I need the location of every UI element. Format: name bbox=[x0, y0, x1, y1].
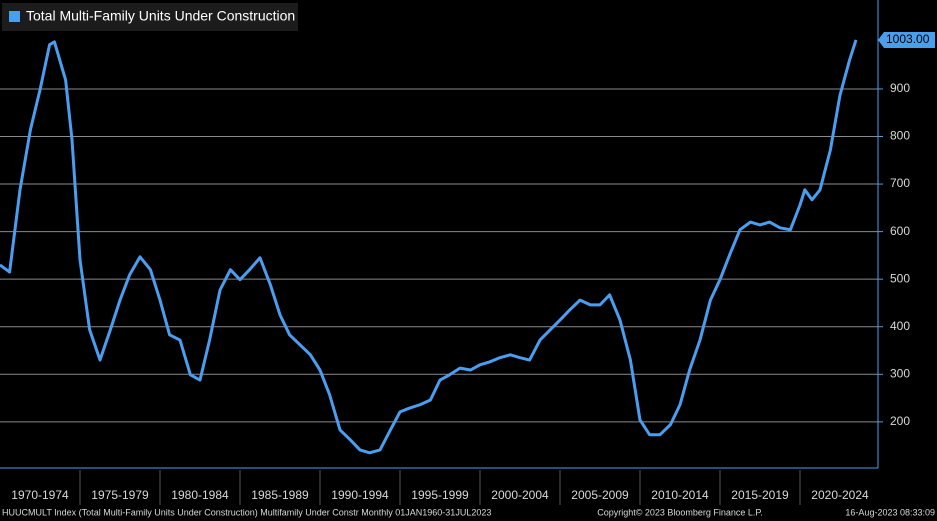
y-tick-label: 800 bbox=[890, 129, 910, 143]
footer-left: HUUCMULT Index (Total Multi-Family Units… bbox=[2, 507, 491, 517]
x-tick-label: 1970-1974 bbox=[11, 488, 69, 502]
x-tick-label: 1990-1994 bbox=[331, 488, 389, 502]
value-label: 1003.00 bbox=[886, 32, 930, 46]
legend-label: Total Multi-Family Units Under Construct… bbox=[26, 8, 295, 24]
y-tick-label: 300 bbox=[890, 366, 910, 380]
x-tick-label: 2015-2019 bbox=[731, 488, 789, 502]
legend-box bbox=[2, 3, 298, 31]
x-tick-label: 2000-2004 bbox=[491, 488, 549, 502]
y-tick-label: 900 bbox=[890, 81, 910, 95]
y-tick-label: 700 bbox=[890, 176, 910, 190]
x-tick-label: 2020-2024 bbox=[811, 488, 869, 502]
x-tick-label: 2005-2009 bbox=[571, 488, 629, 502]
x-tick-label: 1985-1989 bbox=[251, 488, 309, 502]
footer-center: Copyright© 2023 Bloomberg Finance L.P. bbox=[597, 507, 763, 517]
line bbox=[0, 39, 858, 455]
y-tick-label: 500 bbox=[890, 271, 910, 285]
y-tick-label: 200 bbox=[890, 414, 910, 428]
x-tick-label: 1980-1984 bbox=[171, 488, 229, 502]
x-tick-label: 1975-1979 bbox=[91, 488, 149, 502]
y-tick-label: 600 bbox=[890, 224, 910, 238]
y-tick-label: 400 bbox=[890, 319, 910, 333]
value-tag bbox=[878, 31, 935, 48]
footer-right: 16-Aug-2023 08:33:09 bbox=[845, 507, 935, 517]
x-tick-label: 1995-1999 bbox=[411, 488, 469, 502]
legend-swatch bbox=[9, 11, 20, 22]
x-tick-label: 2010-2014 bbox=[651, 488, 709, 502]
